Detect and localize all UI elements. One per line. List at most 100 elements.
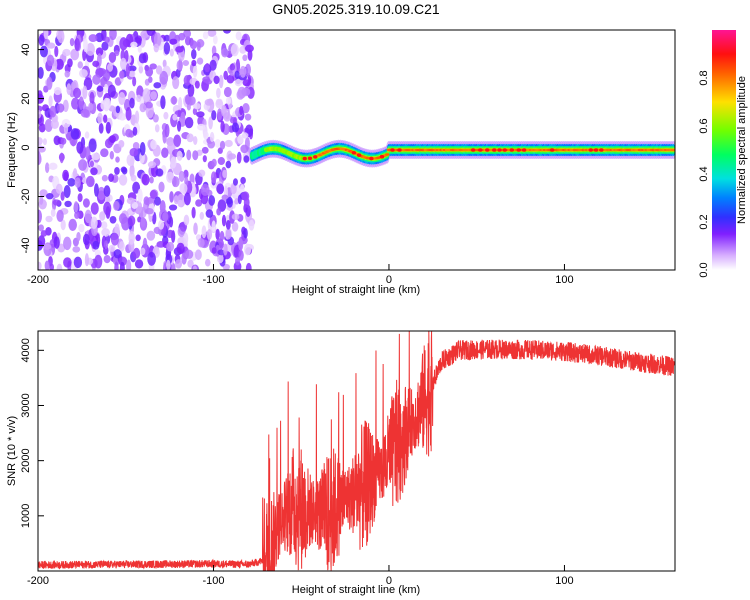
spectrogram-noise-cell bbox=[99, 211, 106, 221]
spectrogram-noise-cell bbox=[225, 160, 232, 169]
spectrogram-noise-cell bbox=[134, 110, 140, 124]
spectrogram-noise-cell bbox=[222, 169, 228, 179]
spectrogram-noise-cell bbox=[225, 228, 232, 240]
spectrogram-noise-cell bbox=[137, 188, 143, 203]
spectrogram-noise-cell bbox=[234, 78, 243, 87]
spectrogram-noise-cell bbox=[152, 114, 159, 123]
spectrogram-noise-cell bbox=[176, 120, 182, 132]
spectrogram-noise-cell bbox=[118, 92, 126, 106]
spectrogram-noise-cell bbox=[241, 87, 251, 97]
spectrogram-noise-cell bbox=[63, 257, 72, 268]
spectrogram-noise-cell bbox=[73, 201, 79, 213]
spectrogram-noise-cell bbox=[219, 230, 225, 241]
colorbar: 0.0 0.2 0.4 0.6 0.8 Normalized spectral ampl… bbox=[698, 30, 748, 278]
spectrogram-noise-cell bbox=[114, 167, 120, 175]
spectrogram-noise-cell bbox=[248, 219, 255, 231]
spectrogram-noise-cell bbox=[221, 47, 229, 58]
spectrogram-noise-cell bbox=[204, 62, 211, 73]
spectrogram-noise-cell bbox=[197, 237, 205, 248]
spectrogram-noise-cell bbox=[158, 220, 165, 230]
spectrogram-noise-cell bbox=[108, 51, 117, 63]
spectrogram-noise-cell bbox=[62, 48, 71, 57]
spectrogram-noise-cell bbox=[162, 211, 169, 222]
spectrogram-noise-cell bbox=[191, 206, 196, 219]
spectrogram-noise-cell bbox=[109, 150, 114, 160]
spectrogram-noise-cell bbox=[150, 139, 157, 150]
spectrogram-noise-cell bbox=[178, 32, 186, 41]
spectrogram-noise-cell bbox=[56, 209, 64, 222]
spectrogram-noise-cell bbox=[231, 221, 239, 232]
spectrogram-noise-cell bbox=[215, 99, 224, 109]
spectrogram-peak-cell bbox=[313, 155, 318, 159]
spectrogram-noise-cell bbox=[215, 228, 220, 241]
x-tick-label: 100 bbox=[555, 575, 573, 587]
spectrogram-noise-cell bbox=[119, 37, 128, 51]
spectrogram-noise-cell bbox=[186, 103, 191, 111]
spectrogram-noise-cell bbox=[38, 209, 42, 224]
spectrogram-noise-cell bbox=[141, 173, 150, 186]
spectrogram-noise-cell bbox=[79, 69, 88, 78]
spectrogram-noise-cell bbox=[241, 191, 250, 201]
snr-x-label: Height of straight line (km) bbox=[292, 584, 420, 596]
spectrogram-noise-cell bbox=[183, 192, 191, 206]
spectrogram-noise-cell bbox=[103, 114, 108, 123]
spectrogram-noise-cell bbox=[82, 198, 90, 208]
y-tick-label: 0 bbox=[20, 144, 32, 150]
spectrogram-noise-cell bbox=[118, 112, 127, 121]
spectrogram-noise-cell bbox=[238, 249, 244, 261]
colorbar-tick-label: 0.4 bbox=[698, 166, 710, 181]
spectrogram-noise-cell bbox=[109, 215, 117, 224]
spectrogram-peak-cell bbox=[599, 148, 604, 152]
spectrogram-noise-cell bbox=[208, 195, 216, 206]
spectrogram-noise-cell bbox=[52, 199, 61, 206]
spectrogram-noise-cell bbox=[146, 230, 156, 241]
spectrogram-noise-cell bbox=[113, 200, 120, 211]
spectrogram-noise-cell bbox=[70, 48, 80, 61]
spectrogram-noise-cell bbox=[110, 232, 119, 246]
snr-y-label: SNR (10 * v/v) bbox=[6, 416, 18, 486]
spectrogram-noise-cell bbox=[78, 223, 85, 233]
spectrogram-noise-cell bbox=[239, 105, 244, 116]
spectrogram-noise-cell bbox=[216, 207, 222, 216]
spectrogram-noise-cell bbox=[166, 241, 175, 252]
spectrogram-noise-cell bbox=[192, 265, 198, 270]
spectrogram-noise-cell bbox=[210, 171, 217, 184]
spectrogram-noise-cell bbox=[115, 105, 121, 114]
spectrogram-x-label: Height of straight line (km) bbox=[292, 284, 420, 296]
spectrogram-noise-cell bbox=[101, 41, 109, 51]
spectrogram-noise-cell bbox=[225, 219, 231, 230]
spectrogram-noise-cell bbox=[202, 31, 209, 40]
spectrogram-noise-cell bbox=[76, 231, 81, 242]
spectrogram-peak-cell bbox=[593, 148, 599, 152]
spectrogram-noise-cell bbox=[180, 111, 186, 120]
spectrogram-noise-cell bbox=[219, 140, 226, 150]
spectrogram-noise-cell bbox=[44, 260, 50, 270]
spectrogram-noise-cell bbox=[196, 111, 205, 118]
spectrogram-noise-cell bbox=[92, 60, 100, 67]
spectrogram-noise-cell bbox=[208, 116, 213, 130]
spectrogram-noise-cell bbox=[172, 76, 180, 90]
spectrogram-noise-cell bbox=[109, 135, 116, 144]
spectrogram-noise-cell bbox=[88, 102, 94, 111]
spectrogram-noise-cell bbox=[241, 132, 249, 139]
spectrogram-noise-cell bbox=[62, 99, 69, 113]
spectrogram-noise-cell bbox=[39, 195, 44, 206]
spectrogram-noise-cell bbox=[235, 256, 241, 266]
spectrogram-noise-cell bbox=[179, 183, 188, 195]
spectrogram-noise-cell bbox=[186, 133, 194, 143]
spectrogram-y-label: Frequency (Hz) bbox=[6, 112, 18, 188]
spectrogram-peak-cell bbox=[497, 148, 502, 152]
spectrogram-noise-cell bbox=[137, 45, 142, 53]
spectrogram-noise-cell bbox=[149, 190, 158, 199]
spectrogram-noise-cell bbox=[209, 131, 215, 143]
spectrogram-noise-cell bbox=[40, 230, 48, 237]
spectrogram-noise-cell bbox=[39, 45, 48, 58]
spectrogram-noise-cell bbox=[108, 173, 114, 182]
spectrogram-noise-cell bbox=[227, 153, 237, 160]
spectrogram-noise-cell bbox=[102, 69, 111, 82]
spectrogram-noise-cell bbox=[109, 30, 117, 40]
spectrogram-noise-cell bbox=[171, 176, 180, 188]
spectrogram-noise-cell bbox=[96, 85, 104, 92]
spectrogram-noise-cell bbox=[86, 175, 95, 188]
